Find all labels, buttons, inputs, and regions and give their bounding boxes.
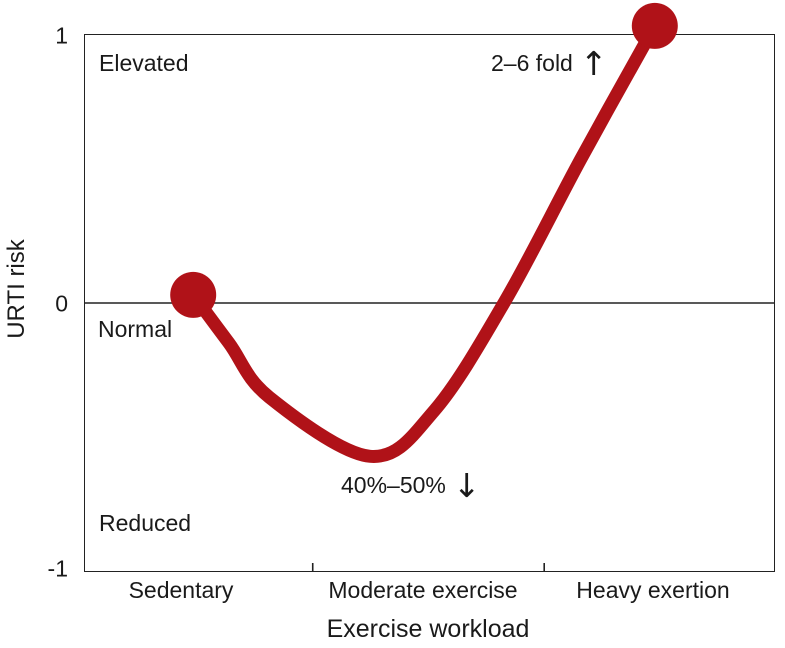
x-category-moderate-exercise: Moderate exercise: [328, 577, 518, 603]
region-label-elevated: Elevated: [99, 50, 189, 76]
x-category-sedentary: Sedentary: [128, 577, 234, 603]
annotation-fold-increase: 2–6 fold ↑: [491, 47, 608, 80]
annotation-fold-text: 2–6 fold: [491, 50, 573, 76]
y-tick-label-1: 1: [55, 22, 68, 49]
region-label-normal: Normal: [98, 316, 173, 342]
y-axis-title: URTI risk: [3, 239, 30, 339]
up-arrow-icon: ↑: [579, 44, 608, 83]
annotation-percent-text: 40%–50%: [341, 472, 446, 498]
x-category-heavy-exertion: Heavy exertion: [576, 577, 730, 603]
y-tick-label-neg1: -1: [47, 555, 68, 582]
down-arrow-icon: ↓: [452, 466, 481, 505]
annotation-percent-decrease: 40%–50% ↓: [341, 469, 481, 502]
region-label-reduced: Reduced: [99, 510, 192, 536]
x-axis-title: Exercise workload: [326, 615, 530, 643]
y-tick-label-0: 0: [55, 290, 68, 317]
